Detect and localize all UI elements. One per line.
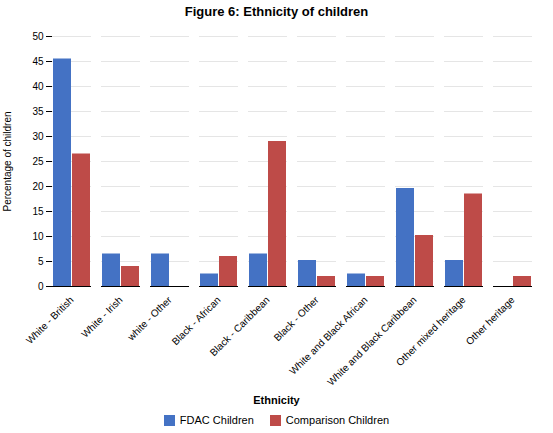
html-text:Figure 6: Ethnicity of childre: Figure 6: Ethnicity of children: [184, 4, 369, 19]
svg-text:45: 45: [32, 56, 44, 67]
svg-text:0: 0: [38, 281, 44, 292]
svg-text:10: 10: [32, 231, 44, 242]
svg-text:Percentage of children: Percentage of children: [2, 111, 13, 211]
svg-text:white - Other: white - Other: [125, 294, 174, 343]
svg-text:35: 35: [32, 106, 44, 117]
svg-text:Other heritage: Other heritage: [464, 294, 517, 347]
svg-text:White - British: White - British: [24, 294, 76, 346]
svg-text:White - Irish: White - Irish: [79, 294, 124, 339]
svg-text:Other mixed heritage: Other mixed heritage: [394, 294, 468, 368]
svg-text:5: 5: [38, 256, 44, 267]
html-text:Ethnicity: Ethnicity: [253, 394, 300, 406]
svg-text:30: 30: [32, 131, 44, 142]
svg-text:40: 40: [32, 81, 44, 92]
svg-text:White and Black African: White and Black African: [287, 294, 369, 376]
svg-text:Black - African: Black - African: [170, 294, 223, 347]
svg-text:25: 25: [32, 156, 44, 167]
svg-text:15: 15: [32, 206, 44, 217]
html-text:FDAC Children: FDAC Children: [179, 414, 254, 426]
svg-text:50: 50: [32, 31, 44, 42]
svg-text:White and Black Caribbean: White and Black Caribbean: [325, 294, 418, 387]
svg-text:20: 20: [32, 181, 44, 192]
svg-text:Black - Other: Black - Other: [272, 294, 322, 344]
svg-text:Black - Caribbean: Black - Caribbean: [208, 294, 272, 358]
html-text:Comparison Children: Comparison Children: [285, 414, 390, 426]
